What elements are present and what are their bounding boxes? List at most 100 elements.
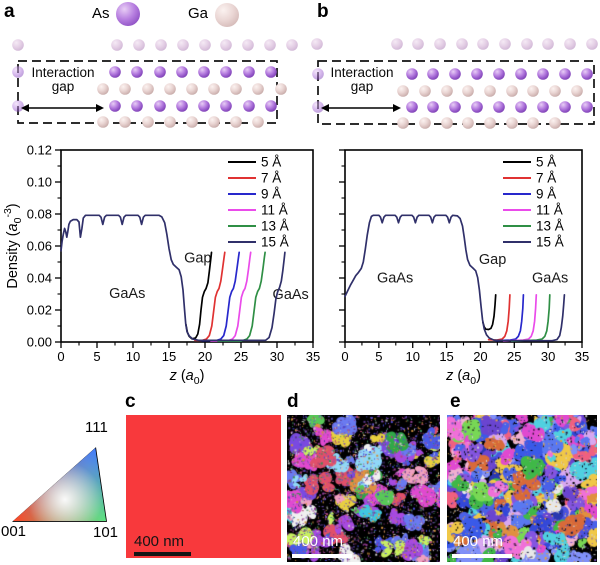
legend-entry-label: 15 Å — [261, 235, 289, 250]
annotation-gap: Gap — [479, 252, 506, 268]
ga-atom — [412, 38, 424, 50]
ga-atom — [499, 38, 511, 50]
x-tick-label: 0 — [57, 349, 64, 364]
as-atom — [131, 100, 143, 112]
y-tick-label: 0.04 — [27, 271, 52, 286]
series-5Å — [481, 293, 497, 331]
axis-label: z (a0) — [169, 368, 205, 387]
x-tick-label: 5 — [93, 349, 100, 364]
as-atom — [12, 100, 24, 112]
annotation-gaas: GaAs — [377, 270, 413, 286]
density-chart-a: 0 5 10 15 20 25 30 35 0.00 0.02 0.04 0.06 0.08 0.10 0.… — [2, 145, 320, 387]
arrowhead-left-icon — [321, 104, 329, 112]
panel-label-e: e — [450, 391, 461, 412]
ga-atom — [419, 85, 431, 97]
as-atom — [406, 101, 418, 113]
scale-bar-label-e: 400 nm — [453, 533, 504, 550]
arrowhead-right-icon — [96, 104, 104, 112]
ga-atom — [252, 83, 264, 95]
legend-entry-label: 5 Å — [261, 155, 281, 170]
ga-legend-label: Ga — [188, 5, 209, 22]
ga-atom — [397, 117, 409, 129]
micrograph-c-image: 400 nm — [126, 415, 281, 558]
axis-label: z (a0) — [445, 368, 481, 387]
as-atom — [109, 66, 121, 78]
ga-atom — [549, 85, 561, 97]
ga-atom — [230, 83, 242, 95]
as-atom — [493, 68, 505, 80]
ga-atom — [199, 39, 211, 51]
x-tick-label: 15 — [162, 349, 176, 364]
as-atom — [471, 101, 483, 113]
as-atom — [109, 100, 121, 112]
ga-atom — [97, 83, 109, 95]
as-atom — [406, 68, 418, 80]
ga-atom — [286, 39, 298, 51]
ga-atom — [441, 117, 453, 129]
scale-bar-label-d: 400 nm — [293, 533, 344, 550]
x-tick-label: 35 — [306, 349, 320, 364]
as-atom — [537, 101, 549, 113]
ga-atom — [586, 38, 598, 50]
as-atom — [515, 101, 527, 113]
x-tick-label: 20 — [198, 349, 212, 364]
ga-atom — [506, 117, 518, 129]
as-atom — [559, 68, 571, 80]
micrograph-e: 400 nm — [447, 415, 597, 562]
ga-atom — [521, 38, 533, 50]
y-tick-label: 0.00 — [27, 335, 52, 350]
atomic-structure-diagrams — [12, 38, 598, 129]
ga-atom — [441, 85, 453, 97]
x-tick-label: 30 — [270, 349, 284, 364]
ga-atom — [571, 85, 583, 97]
ga-atom — [484, 85, 496, 97]
ga-atom — [133, 39, 145, 51]
series-9Å — [201, 251, 241, 342]
as-atom — [427, 68, 439, 80]
x-tick-label: 15 — [439, 349, 453, 364]
as-atom — [12, 66, 24, 78]
ga-atom — [164, 116, 176, 128]
x-tick-label: 10 — [405, 349, 419, 364]
as-atom — [265, 100, 277, 112]
ga-atom — [462, 117, 474, 129]
ga-atom — [252, 116, 264, 128]
legend-entry-label: 11 Å — [261, 203, 288, 218]
ga-atom — [111, 39, 123, 51]
as-atom — [154, 100, 166, 112]
ga-atom — [264, 39, 276, 51]
axis-label: Density (a0-3) — [2, 203, 24, 288]
panel-label-d: d — [287, 391, 299, 412]
as-atom — [243, 100, 255, 112]
as-atom — [427, 101, 439, 113]
lattice-panel-a — [12, 39, 298, 128]
as-atom — [559, 101, 571, 113]
legend-entry-label: 15 Å — [536, 235, 564, 250]
as-atom — [265, 66, 277, 78]
ga-atom — [477, 38, 489, 50]
series-13Å — [510, 293, 551, 343]
ipf-label-111: 111 — [85, 419, 108, 436]
as-atom-sphere-icon — [116, 2, 140, 26]
legend-entry-label: 7 Å — [261, 171, 281, 186]
ga-atom — [208, 116, 220, 128]
ga-atom — [119, 116, 131, 128]
as-atom — [537, 68, 549, 80]
panel-label-a: a — [4, 1, 15, 22]
series-7Å — [487, 293, 511, 341]
x-tick-label: 5 — [375, 349, 382, 364]
y-tick-label: 0.12 — [27, 145, 52, 158]
as-atom — [243, 66, 255, 78]
as-atom — [581, 101, 593, 113]
ga-atom — [456, 38, 468, 50]
ga-atom — [527, 117, 539, 129]
ga-atom — [527, 85, 539, 97]
x-tick-label: 20 — [473, 349, 487, 364]
x-tick-label: 25 — [507, 349, 521, 364]
annotation-gaas: GaAs — [273, 287, 309, 303]
x-tick-label: 35 — [575, 349, 589, 364]
panel-label-b: b — [317, 1, 329, 22]
as-atom — [220, 100, 232, 112]
ga-atom — [391, 38, 403, 50]
as-atom — [312, 68, 324, 80]
